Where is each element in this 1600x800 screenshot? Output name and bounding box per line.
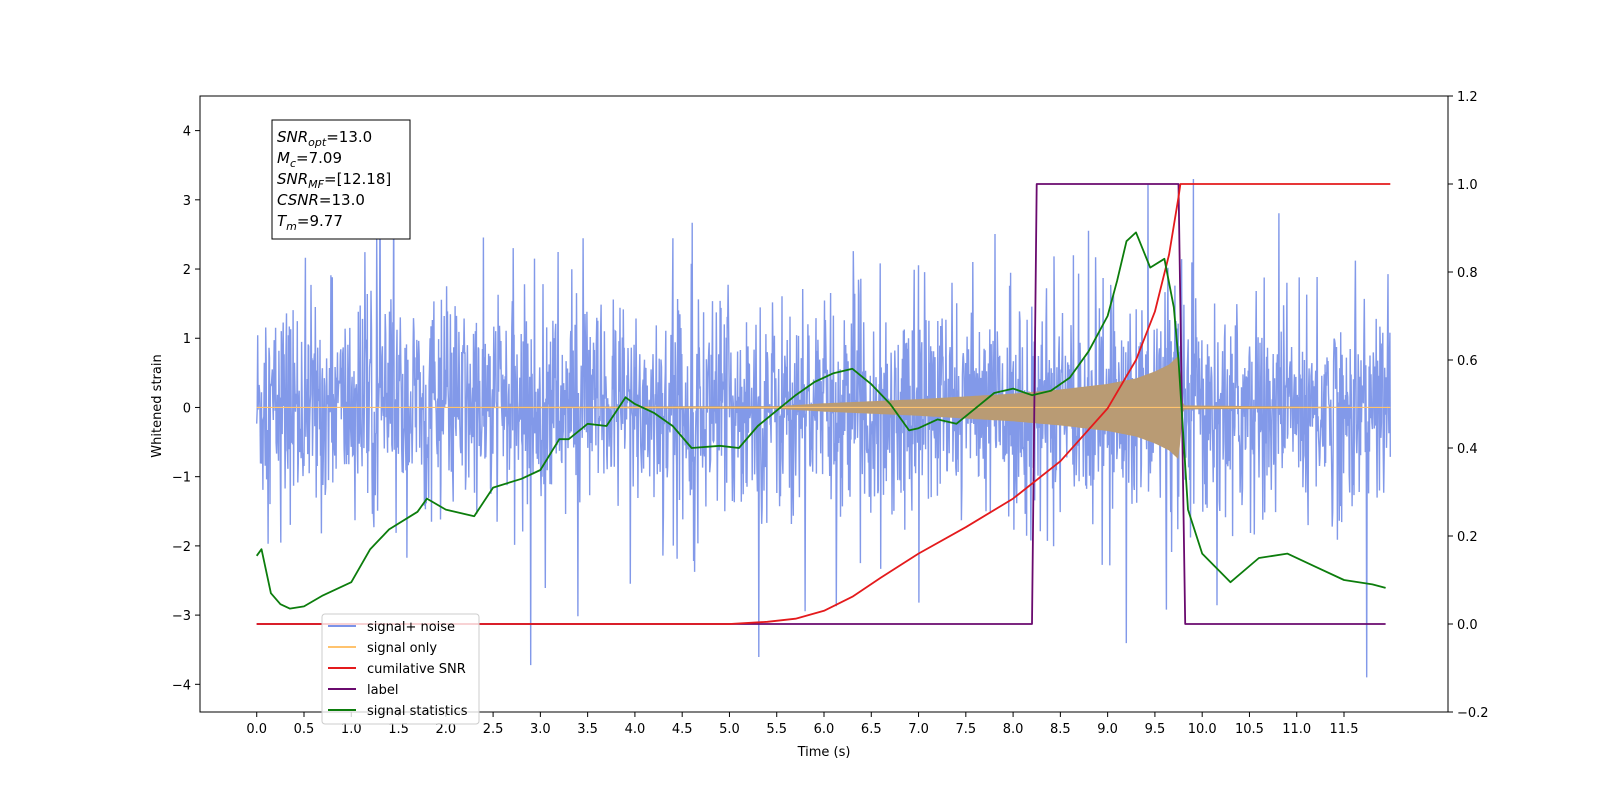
y-right-tick-label: 0.4 bbox=[1457, 442, 1478, 457]
x-tick-label: 1.0 bbox=[341, 722, 362, 737]
x-tick-label: 2.5 bbox=[483, 722, 504, 737]
annotation-line: CSNR=13.0 bbox=[277, 191, 365, 209]
annotation-subscript: MF bbox=[308, 178, 324, 191]
annotation-symbol: SNR bbox=[277, 170, 308, 188]
y-right-tick-label: 1.0 bbox=[1457, 178, 1478, 193]
y-right-tick-label: 0.8 bbox=[1457, 266, 1478, 281]
y-left-tick-label: −3 bbox=[172, 609, 191, 624]
y-left-tick-label: 4 bbox=[183, 125, 191, 140]
annotation-symbol: CSNR bbox=[277, 191, 319, 209]
annotation-value: =13.0 bbox=[319, 191, 365, 209]
y-left-tick-label: −1 bbox=[172, 471, 191, 486]
x-tick-label: 5.0 bbox=[719, 722, 740, 737]
series-label-line bbox=[256, 183, 1386, 625]
y-right-tick-label: −0.2 bbox=[1457, 706, 1489, 721]
annotation-subscript: opt bbox=[308, 136, 327, 149]
annotation-subscript: c bbox=[290, 157, 296, 170]
x-tick-label: 7.0 bbox=[908, 722, 929, 737]
y-left-tick-label: 3 bbox=[183, 194, 191, 209]
x-tick-label: 1.5 bbox=[388, 722, 409, 737]
x-tick-label: 8.5 bbox=[1050, 722, 1071, 737]
legend-label: label bbox=[367, 683, 398, 698]
legend-label: cumilative SNR bbox=[367, 662, 466, 677]
x-tick-label: 0.0 bbox=[246, 722, 267, 737]
y-right-tick-label: 0.2 bbox=[1457, 530, 1478, 545]
annotation-line: SNRopt=13.0 bbox=[277, 128, 372, 149]
series-signal-noise-line bbox=[256, 162, 1391, 678]
x-tick-label: 9.5 bbox=[1145, 722, 1166, 737]
plot-area bbox=[255, 162, 1391, 678]
annotation-line: Tm=9.77 bbox=[277, 212, 343, 233]
y-left-tick-label: 2 bbox=[183, 263, 191, 278]
legend: signal+ noise signal only cumilative SNR la… bbox=[321, 613, 480, 725]
y-right-tick-label: 0.6 bbox=[1457, 354, 1478, 369]
annotation-value: =9.77 bbox=[297, 212, 343, 230]
x-tick-label: 6.5 bbox=[861, 722, 882, 737]
y-left-tick-label: 1 bbox=[183, 332, 191, 347]
y-left-tick-label: −2 bbox=[172, 540, 191, 555]
x-tick-label: 2.0 bbox=[435, 722, 456, 737]
y-axis-left: 4 3 2 1 0 −1 −2 −3 −4 bbox=[172, 125, 200, 693]
annotation-value: =7.09 bbox=[296, 149, 342, 167]
x-tick-label: 11.0 bbox=[1282, 722, 1311, 737]
series-signal-statistics-line bbox=[255, 231, 1386, 610]
series-cumulative-snr-line bbox=[256, 183, 1391, 625]
y-left-tick-label: 0 bbox=[183, 401, 191, 416]
x-tick-label: 9.0 bbox=[1097, 722, 1118, 737]
x-tick-label: 10.5 bbox=[1235, 722, 1264, 737]
x-tick-label: 8.0 bbox=[1003, 722, 1024, 737]
annotation-line: Mc=7.09 bbox=[277, 149, 342, 170]
annotation-line: SNRMF=[12.18] bbox=[277, 170, 391, 191]
y-right-tick-label: 0.0 bbox=[1457, 618, 1478, 633]
x-tick-label: 4.0 bbox=[625, 722, 646, 737]
annotation-box: SNRopt=13.0Mc=7.09SNRMF=[12.18]CSNR=13.0… bbox=[271, 119, 411, 240]
x-tick-label: 3.5 bbox=[577, 722, 598, 737]
x-tick-label: 0.5 bbox=[294, 722, 315, 737]
x-axis-label: Time (s) bbox=[797, 745, 851, 760]
x-tick-label: 10.0 bbox=[1188, 722, 1217, 737]
x-tick-label: 6.0 bbox=[814, 722, 835, 737]
y-right-tick-label: 1.2 bbox=[1457, 90, 1478, 105]
y-axis-label-left: Whitened strain bbox=[150, 354, 165, 457]
annotation-symbol: M bbox=[277, 149, 290, 167]
y-axis-right: 1.2 1.0 0.8 0.6 0.4 0.2 0.0 −0.2 bbox=[1448, 90, 1489, 721]
y-left-tick-label: −4 bbox=[172, 678, 191, 693]
x-tick-label: 5.5 bbox=[766, 722, 787, 737]
annotation-value: =13.0 bbox=[326, 128, 372, 146]
legend-label: signal only bbox=[367, 641, 437, 656]
legend-label: signal statistics bbox=[367, 704, 468, 719]
x-tick-label: 3.0 bbox=[530, 722, 551, 737]
annotation-symbol: SNR bbox=[277, 128, 308, 146]
annotation-frame bbox=[271, 119, 411, 240]
annotation-value: =[12.18] bbox=[324, 170, 391, 188]
annotation-subscript: m bbox=[286, 220, 297, 233]
annotation-symbol: T bbox=[277, 212, 288, 230]
x-tick-label: 4.5 bbox=[672, 722, 693, 737]
legend-label: signal+ noise bbox=[367, 620, 455, 635]
x-tick-label: 11.5 bbox=[1330, 722, 1359, 737]
legend-frame bbox=[321, 613, 480, 725]
x-tick-label: 7.5 bbox=[955, 722, 976, 737]
x-axis: 0.0 0.5 1.0 1.5 2.0 2.5 3.0 3.5 4.0 4.5 5.0 5.5 6.0 6… bbox=[246, 712, 1358, 737]
